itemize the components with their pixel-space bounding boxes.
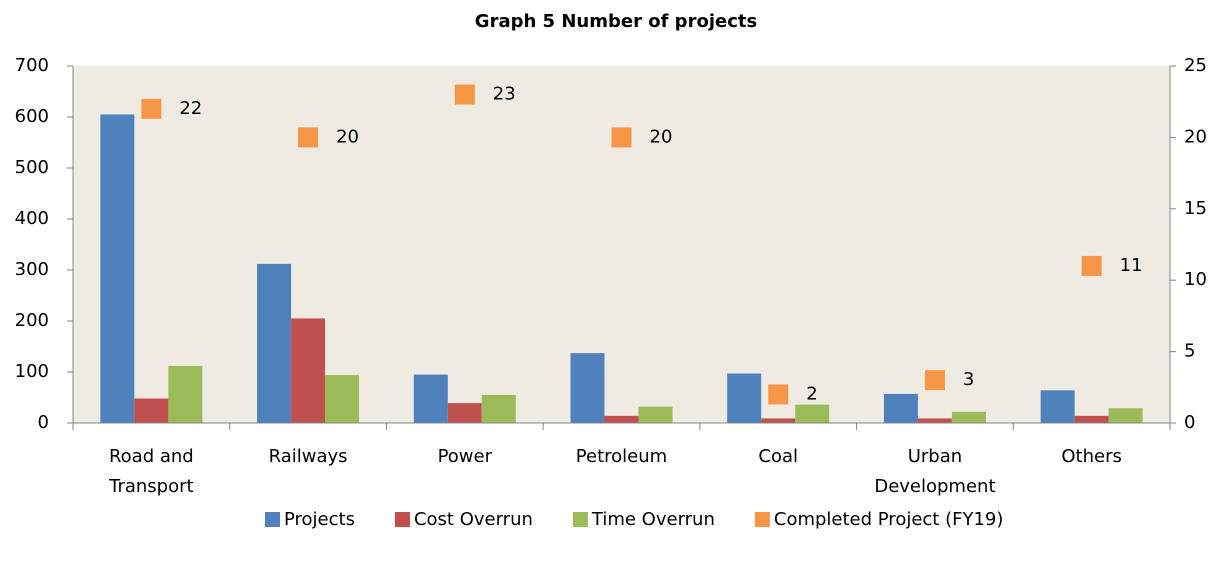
bar <box>134 398 169 423</box>
data-label: 2 <box>806 383 817 404</box>
data-label: 20 <box>336 126 359 147</box>
bar <box>1040 390 1075 423</box>
point <box>611 127 632 148</box>
bar <box>638 406 673 423</box>
bar <box>257 263 292 423</box>
x-tick-label: Others <box>1061 446 1122 467</box>
y-tick-label: 700 <box>15 55 49 76</box>
y-tick-label: 300 <box>15 259 49 280</box>
x-tick-label: Urban Development <box>874 446 995 497</box>
x-tick-label: Railways <box>269 446 348 467</box>
plot-area <box>73 66 1170 423</box>
y2-tick-label: 15 <box>1184 198 1207 219</box>
bar <box>727 373 762 423</box>
legend-swatch <box>265 512 280 527</box>
bar <box>795 404 830 423</box>
bar <box>951 411 986 423</box>
bar <box>761 418 796 423</box>
y2-tick-label: 20 <box>1184 126 1207 147</box>
point <box>454 84 475 105</box>
data-label: 20 <box>650 126 673 147</box>
data-label: 11 <box>1120 255 1143 276</box>
data-label: 3 <box>963 369 974 390</box>
legend-label: Time Overrun <box>591 509 715 530</box>
point <box>768 384 789 405</box>
bar <box>1074 415 1109 423</box>
y-tick-label: 400 <box>15 208 49 229</box>
data-label: 22 <box>179 98 202 119</box>
legend-swatch <box>572 512 588 527</box>
y-tick-label: 100 <box>15 361 49 382</box>
x-tick-label: Coal <box>758 446 798 467</box>
x-tick-label: Power <box>438 446 493 467</box>
bar <box>413 374 448 423</box>
x-tick-label: Petroleum <box>576 446 667 467</box>
y-tick-label: 500 <box>15 157 49 178</box>
legend-label: Completed Project (FY19) <box>774 509 1004 530</box>
legend-swatch <box>754 512 770 527</box>
point <box>924 370 945 391</box>
x-tick-label: Road and Transport <box>108 446 194 497</box>
y2-tick-label: 10 <box>1184 269 1207 290</box>
bar <box>604 415 639 423</box>
point <box>141 98 162 119</box>
bar <box>570 353 605 423</box>
bar <box>447 403 482 423</box>
chart-title: Graph 5 Number of projects <box>475 11 757 32</box>
point <box>298 127 319 148</box>
point <box>1081 255 1102 276</box>
y2-tick-label: 5 <box>1184 341 1195 362</box>
bar <box>883 393 918 423</box>
y2-tick-label: 0 <box>1184 412 1195 433</box>
bar <box>168 365 203 423</box>
bar <box>1108 408 1143 423</box>
legend-label: Projects <box>284 509 355 530</box>
y-tick-label: 0 <box>38 412 49 433</box>
legend-label: Cost Overrun <box>414 509 533 530</box>
y2-tick-label: 25 <box>1184 55 1207 76</box>
y-tick-label: 600 <box>15 106 49 127</box>
bar <box>325 375 360 423</box>
data-label: 23 <box>493 84 516 105</box>
bar <box>917 418 952 423</box>
bar <box>291 318 326 423</box>
bar <box>100 114 135 423</box>
y-tick-label: 200 <box>15 310 49 331</box>
legend-swatch <box>394 512 410 527</box>
bar <box>481 394 516 423</box>
